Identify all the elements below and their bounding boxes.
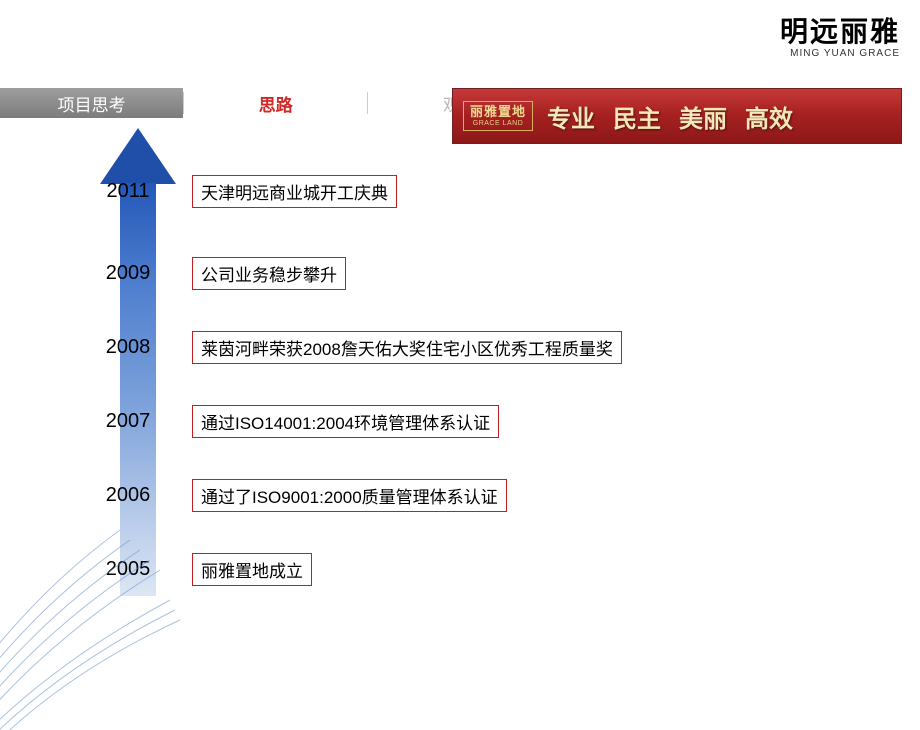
timeline-desc: 通过ISO14001:2004环境管理体系认证 xyxy=(192,405,499,438)
banner-word: 美丽 xyxy=(679,99,727,134)
banner-words: 专业民主美丽高效 xyxy=(547,99,793,134)
grace-land-banner: 丽雅置地 GRACE LAND 专业民主美丽高效 xyxy=(452,88,902,144)
brand-logo-sub: MING YUAN GRACE xyxy=(780,48,900,59)
arrow-shaft xyxy=(120,183,156,596)
timeline-year: 2011 xyxy=(98,180,158,203)
arrow-head-icon xyxy=(100,128,176,184)
banner-word: 专业 xyxy=(547,99,595,134)
brand-logo-main: 明远丽雅 xyxy=(780,18,900,46)
banner-word: 民主 xyxy=(613,99,661,134)
brand-logo: 明远丽雅 MING YUAN GRACE xyxy=(780,18,900,59)
timeline-desc: 天津明远商业城开工庆典 xyxy=(192,175,397,208)
timeline-year: 2006 xyxy=(98,484,158,507)
timeline-year: 2005 xyxy=(98,558,158,581)
timeline-desc: 丽雅置地成立 xyxy=(192,553,312,586)
timeline-year: 2008 xyxy=(98,336,158,359)
timeline-year: 2009 xyxy=(98,262,158,285)
banner-logo-cn: 丽雅置地 xyxy=(470,105,526,119)
timeline-year: 2007 xyxy=(98,410,158,433)
timeline-desc: 莱茵河畔荣获2008詹天佑大奖住宅小区优秀工程质量奖 xyxy=(192,331,622,364)
nav-tab-project-thinking[interactable]: 项目思考 xyxy=(0,88,183,118)
banner-word: 高效 xyxy=(745,99,793,134)
timeline-desc: 通过了ISO9001:2000质量管理体系认证 xyxy=(192,479,507,512)
nav-tab-ideas[interactable]: 思路 xyxy=(184,88,367,118)
timeline-desc: 公司业务稳步攀升 xyxy=(192,257,346,290)
banner-logo: 丽雅置地 GRACE LAND xyxy=(463,101,533,130)
banner-logo-en: GRACE LAND xyxy=(473,120,524,127)
